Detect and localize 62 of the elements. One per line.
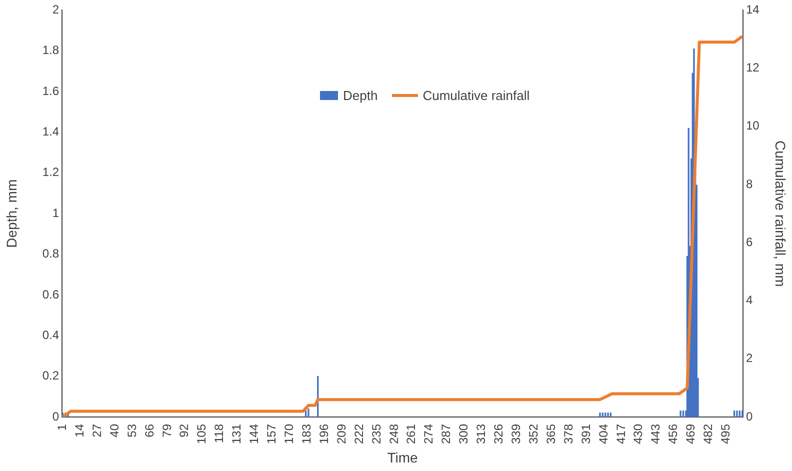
y2-tick-label: 8 <box>746 176 753 191</box>
x-tick-label: 404 <box>596 424 610 444</box>
y2-tick-label: 2 <box>746 351 753 366</box>
y-tick-label: 0.8 <box>42 246 60 261</box>
x-tick-label: 105 <box>194 424 209 444</box>
y-tick-label: 2 <box>52 2 60 17</box>
y-tick-label: 1.8 <box>42 43 60 58</box>
x-tick-label: 66 <box>142 424 156 438</box>
y2-tick-label: 14 <box>746 2 760 17</box>
legend-label: Depth <box>343 88 378 103</box>
x-tick-label: 443 <box>648 424 663 444</box>
x-tick-label: 339 <box>508 424 523 444</box>
y2-tick-label: 12 <box>746 60 760 75</box>
x-tick-label: 274 <box>422 424 436 444</box>
y2-axis-title: Cumulative rainfall, mm <box>772 140 789 287</box>
y-tick-label: 1.4 <box>42 124 60 139</box>
x-tick-label: 235 <box>369 424 384 444</box>
y-tick-label: 1.6 <box>42 84 60 98</box>
x-tick-label: 300 <box>456 424 471 444</box>
x-tick-label: 365 <box>544 424 558 444</box>
x-tick-label: 79 <box>160 424 174 438</box>
y2-tick-label: 0 <box>746 409 753 424</box>
x-tick-label: 248 <box>386 424 401 444</box>
x-tick-label: 313 <box>474 424 488 444</box>
y-tick-label: 1.2 <box>42 165 60 180</box>
x-tick-label: 261 <box>404 424 418 444</box>
y-tick-label: 1 <box>52 206 60 220</box>
y2-tick-label: 6 <box>746 234 753 249</box>
x-tick-label: 352 <box>526 424 540 444</box>
y2-tick-label: 10 <box>746 118 760 133</box>
x-tick-label: 14 <box>72 424 86 438</box>
x-tick-label: 456 <box>666 424 680 444</box>
x-tick-label: 482 <box>701 424 716 444</box>
x-tick-label: 469 <box>684 424 698 444</box>
y-tick-label: 0.4 <box>42 328 60 342</box>
x-tick-label: 144 <box>247 424 262 444</box>
x-tick-label: 326 <box>492 424 506 444</box>
x-tick-label: 40 <box>107 424 122 438</box>
y-tick-label: 0 <box>52 409 60 424</box>
y-tick-label: 0.6 <box>42 287 60 302</box>
x-tick-label: 170 <box>282 424 296 444</box>
x-tick-label: 27 <box>90 424 104 438</box>
x-tick-label: 287 <box>439 424 454 444</box>
x-tick-label: 157 <box>264 424 279 444</box>
x-tick-label: 378 <box>561 424 576 444</box>
x-tick-label: 183 <box>299 424 314 444</box>
x-tick-label: 391 <box>578 424 593 444</box>
x-tick-label: 118 <box>212 424 226 444</box>
x-tick-label: 417 <box>614 424 628 444</box>
legend-label: Cumulative rainfall <box>422 88 530 103</box>
y-tick-label: 0.2 <box>42 368 60 383</box>
x-tick-label: 196 <box>316 424 331 444</box>
x-tick-label: 92 <box>177 424 192 438</box>
x-tick-label: 430 <box>631 424 646 444</box>
x-tick-label: 53 <box>124 424 139 438</box>
y-axis-title: Depth, mm <box>3 179 20 248</box>
x-tick-label: 222 <box>352 424 366 444</box>
y2-tick-label: 4 <box>746 293 753 308</box>
x-tick-label: 131 <box>230 424 244 444</box>
x-axis-title: Time <box>387 449 418 466</box>
x-tick-label: 495 <box>718 424 733 444</box>
x-tick-label: 209 <box>334 424 348 444</box>
